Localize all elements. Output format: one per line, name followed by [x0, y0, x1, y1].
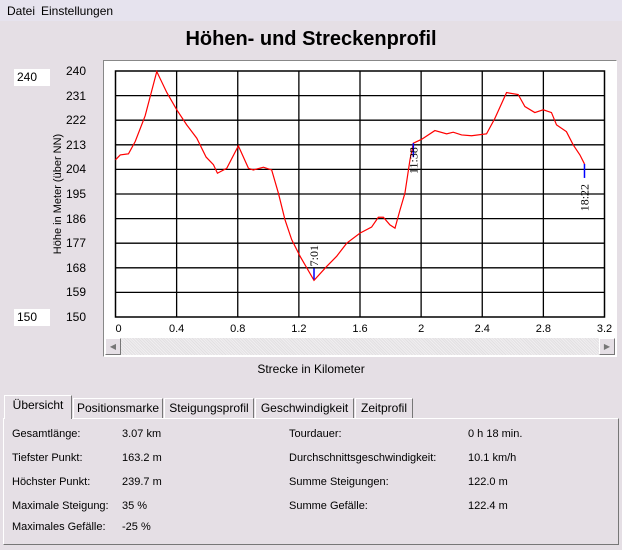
x-tick-label: 3.2 [597, 323, 612, 335]
y-tick-label: 240 [66, 64, 87, 78]
menu-bar: Datei Einstellungen [0, 0, 622, 21]
overview-panel [3, 418, 619, 545]
page-title: Höhen- und Streckenprofil [185, 28, 437, 50]
x-tick-label: 2.4 [475, 323, 490, 335]
stat-value: 10.1 km/h [468, 452, 517, 464]
y-min-input[interactable] [14, 309, 50, 326]
x-axis-title: Strecke in Kilometer [257, 362, 365, 376]
y-tick-label: 231 [66, 88, 87, 103]
elevation-chart: 0 0.4 0.8 1.2 1.6 2 2.4 2.8 3.2 7:01 11:38 18:22 [114, 69, 612, 335]
y-tick-label: 195 [66, 187, 87, 201]
x-tick-label: 2 [418, 323, 424, 335]
y-tick-label: 186 [66, 211, 87, 226]
stat-value: 0 h 18 min. [468, 428, 523, 440]
x-tick-label: 0.4 [169, 323, 184, 335]
tab-zeitprofil[interactable]: Zeitprofil [355, 398, 413, 418]
y-tick-label: 222 [66, 113, 87, 128]
tab-positionsmarke[interactable]: Positionsmarke [73, 398, 163, 418]
y-tick-label: 150 [66, 310, 87, 324]
y-tick-label: 213 [66, 137, 87, 152]
menu-datei[interactable]: Datei [7, 4, 36, 18]
stat-value: 239.7 m [122, 476, 162, 488]
horizontal-scrollbar[interactable]: ◀ ▶ [105, 338, 615, 355]
tab-geschwindigkeit[interactable]: Geschwindigkeit [255, 398, 354, 418]
stat-value: -25 % [122, 521, 151, 533]
y-axis-title: Höhe in Meter (über NN) [52, 133, 64, 255]
scroll-left-button[interactable]: ◀ [105, 338, 121, 355]
x-tick-label: 2.8 [536, 323, 551, 335]
tab-steigungsprofil[interactable]: Steigungsprofil [164, 398, 254, 418]
y-tick-label: 159 [66, 285, 87, 300]
scroll-right-button[interactable]: ▶ [599, 338, 615, 355]
stat-value: 3.07 km [122, 428, 162, 440]
y-max-input[interactable] [14, 69, 50, 86]
stat-label: Tiefster Punkt: [12, 452, 83, 464]
elevation-line [115, 69, 586, 282]
stat-label: Summe Gefälle: [289, 500, 368, 512]
stat-label: Tourdauer: [289, 428, 342, 440]
stat-value: 35 % [122, 500, 148, 512]
stat-label: Summe Steigungen: [289, 476, 389, 488]
x-tick-label: 0.8 [230, 323, 245, 335]
stat-label: Gesamtlänge: [12, 428, 81, 440]
x-tick-label: 1.2 [291, 323, 306, 335]
stat-value: 163.2 m [122, 452, 162, 464]
menu-einstellungen[interactable]: Einstellungen [41, 4, 114, 18]
stat-value: 122.4 m [468, 500, 508, 512]
x-tick-label: 1.6 [352, 323, 367, 335]
y-tick-label: 168 [66, 260, 87, 275]
stat-label: Maximales Gefälle: [12, 521, 106, 533]
stat-value: 122.0 m [468, 476, 508, 488]
time-marker-label: 7:01 [307, 245, 321, 266]
stat-label: Höchster Punkt: [12, 476, 91, 488]
x-tick-label: 0 [116, 323, 122, 335]
time-marker-label: 11:38 [406, 147, 420, 174]
y-tick-label: 204 [66, 162, 87, 177]
y-tick-label: 177 [66, 236, 87, 251]
stat-label: Durchschnittsgeschwindigkeit: [289, 452, 437, 464]
tab-uebersicht[interactable]: Übersicht [4, 395, 72, 419]
stat-label: Maximale Steigung: [12, 500, 109, 512]
time-marker-label: 18:22 [577, 184, 591, 211]
